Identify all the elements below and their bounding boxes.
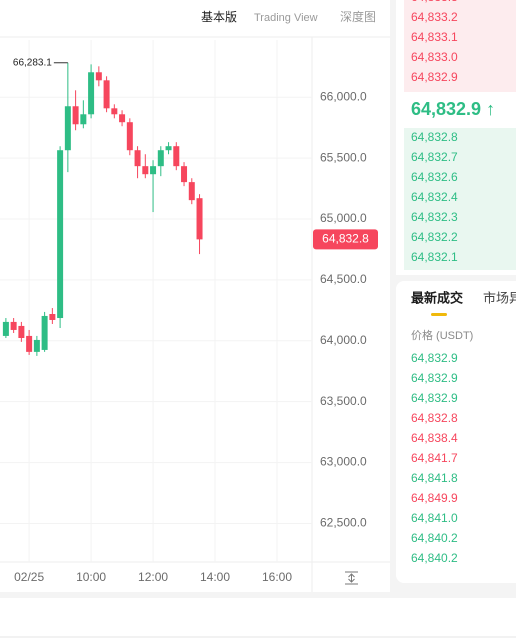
high-marker-label: 66,283.1 [13,57,52,68]
bid-price: 64,832.2 [411,230,458,244]
candle-body [157,150,164,167]
candle-body [173,146,180,167]
bid-price: 64,832.4 [411,190,458,204]
bids-bg [404,128,516,270]
trades-tab[interactable]: 最新成交 [411,290,463,305]
candle-body [2,321,9,336]
trade-price: 64,832.9 [411,391,458,405]
chart-panel [0,0,390,592]
candle-body [142,166,149,175]
y-tick-label: 63,500.0 [320,394,367,408]
trade-price: 64,849.9 [411,491,458,505]
last-price: 64,832.9 ↑ [411,99,495,119]
candle-body [165,146,172,151]
x-tick-label: 10:00 [76,570,106,584]
candle-body [134,150,141,167]
tab-tradingview[interactable]: Trading View [254,12,318,24]
ask-price: 64,833.0 [411,50,458,64]
trades-tab[interactable]: 市场异 [483,290,516,305]
candle-body [41,315,48,350]
ask-price: 64,833.1 [411,30,458,44]
trades-header: 价格 (USDT) [411,328,473,342]
candle-body [111,108,118,115]
bid-price: 64,832.1 [411,250,458,264]
candle-body [80,114,87,125]
bid-price: 64,832.8 [411,130,458,144]
y-tick-label: 66,000.0 [320,89,367,103]
trade-price: 64,841.7 [411,451,458,465]
y-tick-label: 62,500.0 [320,516,367,530]
candle-body [88,72,95,115]
tab-basic[interactable]: 基本版 [201,10,237,24]
candle-body [150,166,157,175]
candle-body [181,166,188,183]
candle-body [57,150,64,319]
x-tick-label: 14:00 [200,570,230,584]
candle-body [95,72,102,81]
y-tick-label: 63,000.0 [320,455,367,469]
candle-body [72,106,79,125]
trade-price: 64,840.2 [411,551,458,565]
last-price-label: 64,832.8 [322,232,369,246]
bid-price: 64,832.6 [411,170,458,184]
candle-body [49,314,56,320]
trade-price: 64,840.2 [411,531,458,545]
y-tick-label: 65,000.0 [320,211,367,225]
x-tick-label: 12:00 [138,570,168,584]
candle-body [64,106,71,151]
bid-price: 64,832.3 [411,210,458,224]
candle-body [18,325,25,338]
candle-body [196,198,203,240]
candle-body [103,80,110,109]
trades-panel [396,281,516,583]
candle-body [26,335,33,352]
tab-depth[interactable]: 深度图 [340,9,376,24]
tab-underline [431,313,447,316]
trade-price: 64,832.9 [411,351,458,365]
y-tick-label: 64,500.0 [320,272,367,286]
ask-price: 64,833.2 [411,10,458,24]
x-tick-label: 02/25 [14,570,44,584]
ask-price: 64,833.3 [411,0,458,4]
x-tick-label: 16:00 [262,570,292,584]
trade-price: 64,841.0 [411,511,458,525]
candle-body [33,339,40,352]
settings-icon[interactable] [345,571,358,585]
footer-bar [0,598,516,642]
trade-price: 64,832.9 [411,371,458,385]
trade-price: 64,841.8 [411,471,458,485]
last-price-tag [313,229,378,250]
bid-price: 64,832.7 [411,150,458,164]
candle-body [119,114,126,123]
candle-body [10,321,17,330]
ask-price: 64,832.9 [411,70,458,84]
candle-body [126,122,133,151]
asks-bg [404,0,516,92]
trade-price: 64,832.8 [411,411,458,425]
candle-body [188,182,195,201]
y-tick-label: 64,000.0 [320,333,367,347]
trade-price: 64,838.4 [411,431,458,445]
y-tick-label: 65,500.0 [320,150,367,164]
